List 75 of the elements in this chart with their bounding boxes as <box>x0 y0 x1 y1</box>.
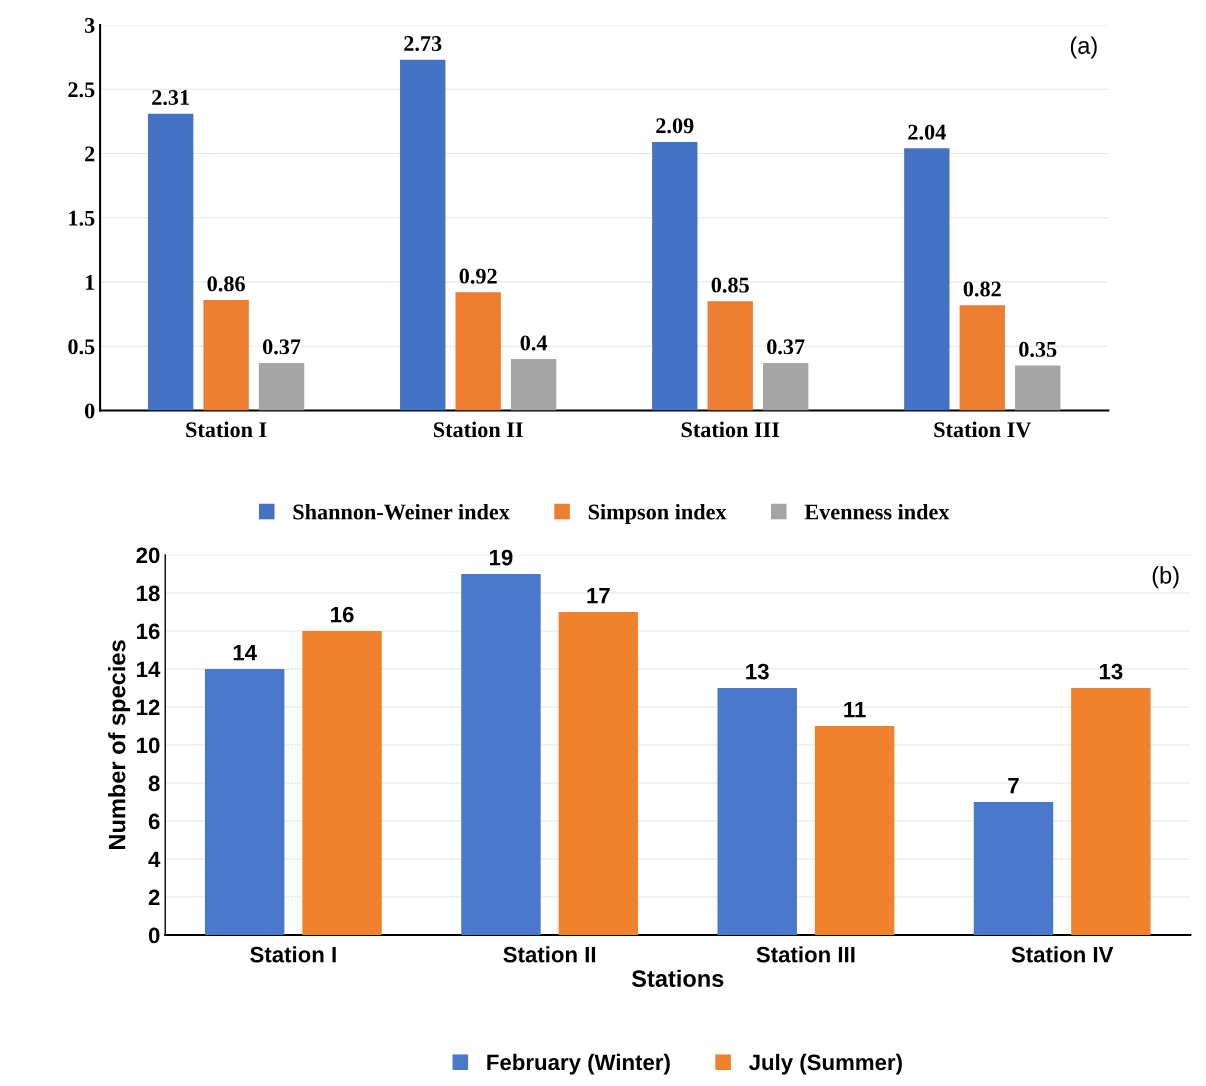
y-tick-label: 0 <box>148 927 160 944</box>
y-tick-label: 10 <box>137 737 160 754</box>
y-tick-label: 0.5 <box>68 339 95 355</box>
bar <box>204 668 285 936</box>
y-tick-label: 8 <box>148 775 160 792</box>
bar <box>959 305 1005 411</box>
y-tick-label: 1.5 <box>69 210 95 226</box>
data-label: 11 <box>844 701 866 718</box>
data-label: 2.73 <box>404 36 442 52</box>
x-tick-label: Station III <box>756 946 855 963</box>
data-label: 0.37 <box>262 339 301 355</box>
y-tick-label: 2 <box>148 889 160 906</box>
data-label: 7 <box>1008 777 1019 794</box>
data-label: 0.4 <box>520 335 548 351</box>
bar <box>652 141 698 411</box>
bar <box>455 292 501 411</box>
data-label: 0.35 <box>1019 341 1057 357</box>
data-label: 0.86 <box>207 276 245 292</box>
legend-label: February (Winter) <box>487 1053 670 1075</box>
bar <box>1071 687 1151 936</box>
x-axis-title: Stations <box>631 969 724 987</box>
data-label: 0.37 <box>767 339 805 355</box>
bar <box>814 725 895 936</box>
x-tick-label: Station II <box>503 946 596 963</box>
data-label: 13 <box>746 663 769 680</box>
data-label: 14 <box>233 644 257 661</box>
legend-label: July (Summer) <box>748 1053 902 1075</box>
bar <box>400 59 446 411</box>
data-label: 0.92 <box>459 268 497 284</box>
y-tick-label: 20 <box>136 547 160 564</box>
y-tick-label: 6 <box>148 813 160 830</box>
x-tick-label: Station I <box>250 946 336 963</box>
bar <box>147 113 194 411</box>
data-label: 2.09 <box>656 118 694 134</box>
y-tick-label: 2 <box>85 146 95 162</box>
x-tick-label: Station IV <box>934 421 1032 438</box>
bar <box>258 362 305 411</box>
legend-label: Evenness index <box>804 503 950 520</box>
data-label: 2.04 <box>908 124 946 140</box>
y-tick-label: 16 <box>137 623 160 640</box>
data-label: 17 <box>587 587 610 604</box>
y-tick-label: 2.5 <box>68 82 95 98</box>
bar <box>763 362 809 411</box>
data-label: 16 <box>331 606 354 623</box>
legend-label: Simpson index <box>588 503 727 525</box>
y-tick-label: 14 <box>137 661 161 678</box>
x-tick-label: Station III <box>681 421 780 438</box>
data-label: 13 <box>1099 663 1123 680</box>
x-tick-label: Station IV <box>1011 946 1114 963</box>
y-tick-label: 12 <box>137 699 160 716</box>
bar <box>558 611 639 936</box>
data-label: 19 <box>489 549 513 566</box>
y-tick-label: 0 <box>84 403 95 419</box>
data-label: 0.82 <box>963 281 1001 297</box>
bar <box>203 299 249 411</box>
legend-label: Shannon-Weiner index <box>293 503 510 520</box>
y-axis-title: Number of species <box>108 640 131 850</box>
y-tick-label: 1 <box>85 275 95 290</box>
data-label: 2.31 <box>152 90 189 106</box>
bar <box>717 687 797 936</box>
bar <box>461 573 541 936</box>
y-tick-label: 18 <box>137 585 160 602</box>
bar <box>973 802 1054 936</box>
bar <box>302 630 382 936</box>
annotation: (a) <box>1070 36 1097 59</box>
x-tick-label: Station I <box>186 421 267 438</box>
bar <box>1015 365 1061 411</box>
bar <box>904 148 950 411</box>
annotation: (b) <box>1152 566 1179 589</box>
data-label: 0.85 <box>711 277 749 293</box>
bar <box>510 359 557 411</box>
x-tick-label: Station II <box>433 421 523 438</box>
bar <box>707 301 753 411</box>
y-tick-label: 4 <box>148 851 161 868</box>
y-tick-label: 3 <box>84 17 95 33</box>
